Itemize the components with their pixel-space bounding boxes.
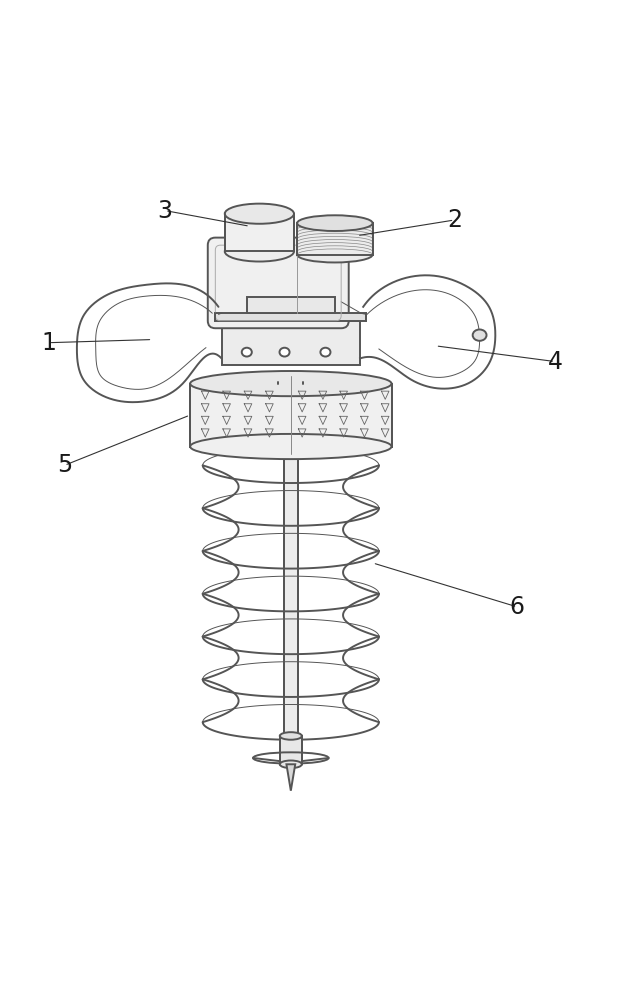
Bar	[246, 297, 335, 313]
Ellipse shape	[320, 348, 331, 357]
Ellipse shape	[280, 732, 302, 740]
Bar	[280, 736, 302, 764]
Ellipse shape	[190, 371, 391, 396]
Ellipse shape	[225, 204, 294, 224]
Text: 4: 4	[547, 350, 562, 374]
Ellipse shape	[297, 247, 373, 262]
Bar	[278, 382, 303, 384]
Ellipse shape	[242, 348, 252, 357]
Ellipse shape	[297, 215, 373, 231]
FancyBboxPatch shape	[208, 238, 349, 328]
Ellipse shape	[473, 329, 487, 341]
Bar	[222, 321, 360, 365]
Bar	[297, 223, 373, 255]
Text: 2: 2	[447, 208, 462, 232]
Text: 1: 1	[41, 331, 56, 355]
Ellipse shape	[279, 348, 289, 357]
Text: 5: 5	[57, 453, 72, 477]
Text: 3: 3	[157, 199, 173, 223]
Ellipse shape	[225, 241, 294, 262]
Ellipse shape	[190, 434, 391, 459]
Bar	[216, 313, 367, 321]
Bar	[284, 453, 298, 767]
Text: 6: 6	[510, 595, 525, 619]
Bar	[190, 384, 391, 447]
Ellipse shape	[280, 760, 302, 768]
Bar	[225, 214, 294, 251]
Polygon shape	[286, 764, 295, 791]
